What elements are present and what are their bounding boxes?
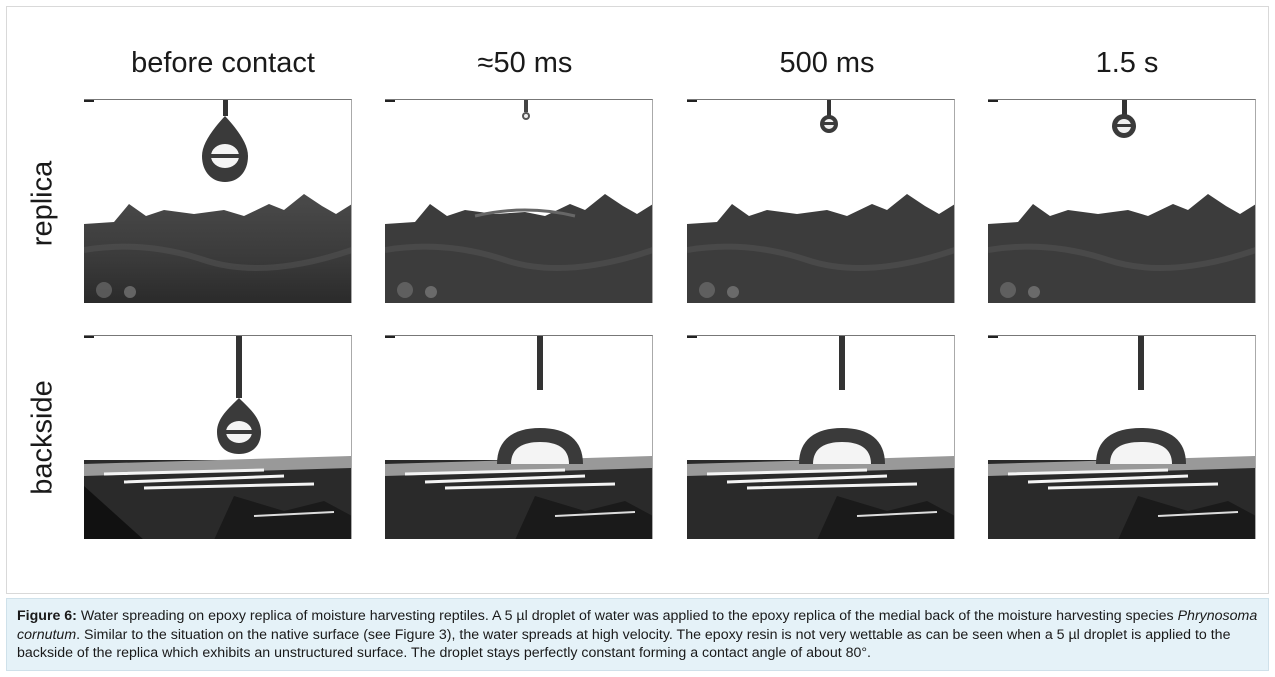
image-backside-500ms	[687, 335, 955, 539]
row-label-replica: replica	[26, 160, 59, 247]
column-label-before-contact: before contact	[131, 47, 315, 79]
column-label-500ms: 500 ms	[779, 47, 875, 79]
caption-label: Figure 6:	[17, 608, 77, 624]
caption-text-part2: . Similar to the situation on the native…	[17, 626, 1231, 662]
image-backside-before-contact	[84, 335, 352, 539]
figure-panel: before contact ≈50 ms 500 ms 1.5 s repli…	[6, 6, 1269, 594]
image-replica-before-contact	[84, 99, 352, 303]
row-label-backside: backside	[26, 380, 59, 495]
image-backside-50ms	[385, 335, 653, 539]
image-replica-1-5s	[988, 99, 1256, 303]
caption-text-part1: Water spreading on epoxy replica of mois…	[76, 608, 1178, 624]
column-label-1-5s: 1.5 s	[1095, 47, 1159, 79]
image-replica-50ms	[385, 99, 653, 303]
image-backside-1-5s	[988, 335, 1256, 539]
figure-caption: Figure 6: Water spreading on epoxy repli…	[6, 598, 1269, 671]
column-label-50ms: ≈50 ms	[477, 47, 573, 79]
image-replica-500ms	[687, 99, 955, 303]
caption-species: Phrynosoma cornutum	[17, 608, 1258, 643]
